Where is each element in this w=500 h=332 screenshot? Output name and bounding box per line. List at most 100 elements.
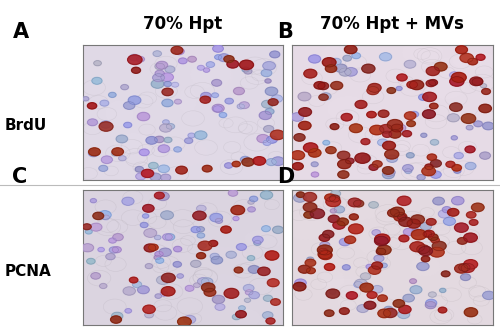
Ellipse shape	[449, 145, 477, 158]
Circle shape	[459, 264, 470, 271]
Circle shape	[98, 211, 111, 219]
Circle shape	[144, 229, 156, 237]
Circle shape	[346, 158, 354, 164]
Circle shape	[426, 301, 436, 309]
Ellipse shape	[194, 78, 223, 94]
Circle shape	[106, 253, 115, 260]
Circle shape	[428, 234, 438, 240]
Circle shape	[209, 240, 218, 246]
Circle shape	[399, 217, 412, 226]
Circle shape	[466, 125, 473, 130]
Circle shape	[450, 72, 459, 78]
Circle shape	[166, 124, 174, 129]
Circle shape	[384, 168, 395, 176]
Circle shape	[218, 54, 230, 61]
Circle shape	[240, 102, 250, 109]
Ellipse shape	[220, 50, 236, 62]
Circle shape	[238, 306, 246, 310]
Circle shape	[112, 247, 121, 253]
Circle shape	[398, 310, 409, 318]
Circle shape	[424, 230, 434, 237]
Circle shape	[202, 165, 212, 172]
Circle shape	[142, 169, 154, 178]
Circle shape	[438, 307, 447, 313]
Ellipse shape	[234, 223, 254, 246]
Circle shape	[264, 295, 272, 301]
Ellipse shape	[204, 275, 243, 299]
Circle shape	[110, 247, 118, 253]
Circle shape	[407, 219, 420, 228]
Circle shape	[216, 218, 222, 223]
Circle shape	[319, 234, 330, 241]
Circle shape	[198, 278, 209, 286]
Circle shape	[372, 161, 382, 167]
Circle shape	[252, 236, 263, 243]
Circle shape	[155, 251, 163, 257]
Circle shape	[340, 308, 349, 314]
Circle shape	[212, 79, 222, 86]
Circle shape	[136, 56, 144, 62]
Ellipse shape	[358, 231, 383, 253]
Circle shape	[248, 266, 260, 273]
Circle shape	[422, 256, 430, 262]
Circle shape	[266, 318, 275, 324]
Circle shape	[196, 205, 206, 211]
Ellipse shape	[426, 197, 458, 217]
Circle shape	[319, 251, 332, 260]
Circle shape	[417, 245, 430, 254]
Circle shape	[224, 163, 232, 168]
Circle shape	[156, 61, 168, 69]
Circle shape	[394, 212, 407, 221]
Circle shape	[318, 248, 328, 254]
Ellipse shape	[114, 134, 152, 153]
Circle shape	[197, 233, 204, 238]
Circle shape	[337, 218, 348, 226]
Circle shape	[398, 214, 406, 220]
Circle shape	[164, 81, 172, 87]
Circle shape	[188, 133, 195, 138]
Circle shape	[318, 245, 332, 255]
Circle shape	[410, 286, 422, 294]
Circle shape	[412, 229, 422, 236]
Circle shape	[98, 247, 104, 252]
Circle shape	[214, 55, 222, 59]
Circle shape	[460, 53, 473, 62]
Ellipse shape	[208, 304, 229, 316]
Circle shape	[236, 311, 246, 318]
Circle shape	[177, 274, 184, 278]
Circle shape	[225, 98, 234, 104]
Ellipse shape	[403, 40, 443, 65]
Ellipse shape	[284, 96, 322, 114]
Circle shape	[266, 159, 276, 165]
Circle shape	[330, 82, 342, 90]
Circle shape	[232, 161, 240, 167]
Circle shape	[202, 283, 215, 292]
Circle shape	[326, 147, 336, 154]
Circle shape	[464, 308, 477, 317]
Circle shape	[184, 138, 192, 143]
Circle shape	[452, 165, 462, 171]
Circle shape	[374, 255, 384, 262]
Circle shape	[346, 292, 358, 299]
Circle shape	[193, 211, 206, 220]
Circle shape	[431, 237, 440, 243]
Circle shape	[108, 238, 116, 243]
Circle shape	[422, 167, 436, 176]
Circle shape	[418, 94, 428, 100]
Circle shape	[384, 306, 393, 312]
Circle shape	[234, 87, 244, 95]
Ellipse shape	[232, 309, 260, 327]
Circle shape	[272, 157, 284, 165]
Circle shape	[330, 209, 336, 213]
Circle shape	[344, 236, 356, 243]
Circle shape	[231, 206, 244, 215]
Circle shape	[328, 215, 340, 223]
Circle shape	[123, 287, 136, 295]
Circle shape	[402, 131, 411, 137]
Circle shape	[88, 148, 101, 156]
Circle shape	[250, 196, 258, 202]
Circle shape	[162, 234, 172, 240]
Circle shape	[333, 221, 345, 229]
Ellipse shape	[356, 198, 386, 223]
Circle shape	[162, 99, 173, 107]
